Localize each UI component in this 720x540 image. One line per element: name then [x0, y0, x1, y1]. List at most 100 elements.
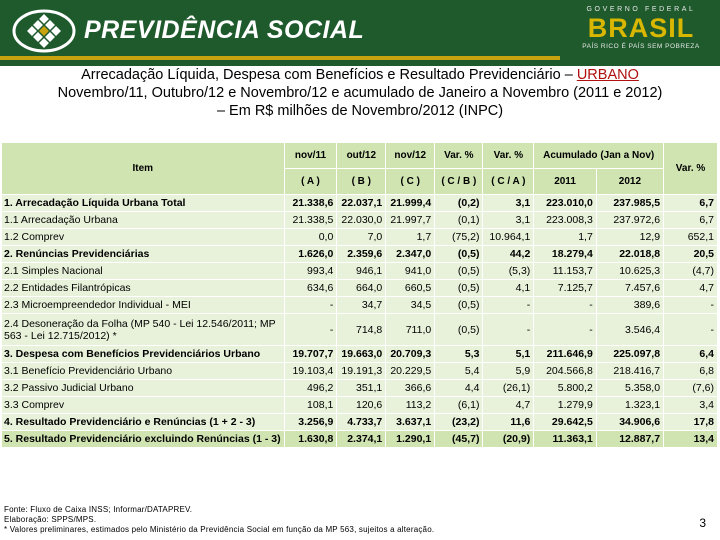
table-row: 1. Arrecadação Líquida Urbana Total 21.33… [2, 195, 717, 211]
row-value-cell: 20.709,3 [386, 346, 435, 362]
row-value-cell: - [664, 297, 717, 313]
row-value-cell: 34.906,6 [596, 414, 664, 430]
row-value-cell: 496,2 [284, 380, 337, 396]
table-row: 3. Despesa com Benefícios Previdenciário… [2, 346, 717, 362]
row-value-cell: 29.642,5 [534, 414, 596, 430]
row-value-cell: - [534, 314, 596, 345]
table-row: 1.1 Arrecadação Urbana 21.338,5 22.030,0 21… [2, 212, 717, 228]
row-value-cell: 22.037,1 [337, 195, 386, 211]
row-value-cell: 6,7 [664, 195, 717, 211]
gov-brasil-text: BRASIL [587, 13, 695, 43]
row-value-cell: 34,5 [386, 297, 435, 313]
table-row: 2. Renúncias Previdenciárias 1.626,0 2.359… [2, 246, 717, 262]
row-value-cell: 4,7 [483, 397, 534, 413]
table-body: 1. Arrecadação Líquida Urbana Total 21.33… [2, 195, 717, 447]
row-value-cell: 237.972,6 [596, 212, 664, 228]
row-value-cell: 714,8 [337, 314, 386, 345]
header-sub-b: ( B ) [337, 169, 386, 194]
row-value-cell: - [483, 314, 534, 345]
row-value-cell: 5.800,2 [534, 380, 596, 396]
footnote-preliminary: * Valores preliminares, estimados pelo M… [4, 525, 435, 534]
header-sub-cb: ( C / B ) [435, 169, 483, 194]
row-value-cell: 1,7 [386, 229, 435, 245]
row-value-cell: (26,1) [483, 380, 534, 396]
row-value-cell: 4,1 [483, 280, 534, 296]
row-value-cell: 3.637,1 [386, 414, 435, 430]
row-value-cell: 389,6 [596, 297, 664, 313]
governo-federal-logo: GOVERNO FEDERAL BRASIL PAÍS RICO É PAÍS … [568, 6, 714, 60]
table-row: 3.3 Comprev 108,1 120,6 113,2 (6,1) 4,7 1.279,… [2, 397, 717, 413]
row-value-cell: 211.646,9 [534, 346, 596, 362]
row-value-cell: 3.256,9 [284, 414, 337, 430]
header-var-ca: Var. % [483, 143, 534, 168]
row-value-cell: 2.347,0 [386, 246, 435, 262]
row-value-cell: 10.625,3 [596, 263, 664, 279]
row-value-cell: - [534, 297, 596, 313]
row-value-cell: (4,7) [664, 263, 717, 279]
row-item-label: 3.2 Passivo Judicial Urbano [2, 380, 284, 396]
row-item-label: 2. Renúncias Previdenciárias [2, 246, 284, 262]
row-value-cell: 11.363,1 [534, 431, 596, 447]
header-sub-a: ( A ) [284, 169, 337, 194]
row-value-cell: 225.097,8 [596, 346, 664, 362]
row-item-label: 1.2 Comprev [2, 229, 284, 245]
row-value-cell: 6,8 [664, 363, 717, 379]
row-value-cell: 204.566,8 [534, 363, 596, 379]
table-row: 3.2 Passivo Judicial Urbano 496,2 351,1 366… [2, 380, 717, 396]
row-value-cell: 218.416,7 [596, 363, 664, 379]
row-item-label: 5. Resultado Previdenciário excluindo Re… [2, 431, 284, 447]
row-value-cell: 660,5 [386, 280, 435, 296]
row-value-cell: 664,0 [337, 280, 386, 296]
row-value-cell: (0,5) [435, 297, 483, 313]
title-line-1-text: Arrecadação Líquida, Despesa com Benefíc… [81, 67, 577, 83]
footnote-source: Fonte: Fluxo de Caixa INSS; Informar/DAT… [4, 505, 193, 514]
header-sub-c: ( C ) [386, 169, 435, 194]
row-value-cell: 20.229,5 [386, 363, 435, 379]
header-year-2012: 2012 [596, 169, 664, 194]
row-value-cell: 113,2 [386, 397, 435, 413]
page-number: 3 [699, 516, 706, 530]
row-value-cell: 1,7 [534, 229, 596, 245]
row-value-cell: 1.290,1 [386, 431, 435, 447]
data-table: Item nov/11 out/12 nov/12 Var. % Var. % … [1, 142, 718, 448]
header-item: Item [2, 143, 284, 194]
table-row: 2.2 Entidades Filantrópicas 634,6 664,0 660… [2, 280, 717, 296]
previdencia-logo-icon [12, 9, 76, 53]
row-value-cell: 17,8 [664, 414, 717, 430]
row-value-cell: 634,6 [284, 280, 337, 296]
row-item-label: 3.1 Benefício Previdenciário Urbano [2, 363, 284, 379]
row-value-cell: 21.997,7 [386, 212, 435, 228]
row-value-cell: (0,5) [435, 263, 483, 279]
row-value-cell: 4,7 [664, 280, 717, 296]
row-value-cell: 1.279,9 [534, 397, 596, 413]
row-value-cell: 19.663,0 [337, 346, 386, 362]
row-value-cell: - [664, 314, 717, 345]
page-title: Arrecadação Líquida, Despesa com Benefíc… [0, 66, 720, 120]
header-var-cb: Var. % [435, 143, 483, 168]
row-value-cell: 5,3 [435, 346, 483, 362]
row-value-cell: 11.153,7 [534, 263, 596, 279]
row-value-cell: 3.546,4 [596, 314, 664, 345]
title-line-1: Arrecadação Líquida, Despesa com Benefíc… [0, 66, 720, 84]
header-stripe [0, 56, 560, 60]
row-value-cell: 12.887,7 [596, 431, 664, 447]
row-value-cell: - [284, 314, 337, 345]
row-value-cell: 1.630,8 [284, 431, 337, 447]
title-line-3: – Em R$ milhões de Novembro/2012 (INPC) [216, 103, 504, 119]
row-value-cell: - [284, 297, 337, 313]
row-item-label: 2.1 Simples Nacional [2, 263, 284, 279]
row-value-cell: 18.279,4 [534, 246, 596, 262]
row-value-cell: 993,4 [284, 263, 337, 279]
row-value-cell: (23,2) [435, 414, 483, 430]
row-value-cell: 711,0 [386, 314, 435, 345]
row-value-cell: 22.030,0 [337, 212, 386, 228]
table-row: 1.2 Comprev 0,0 7,0 1,7 (75,2) 10.964,1 1,7 12,… [2, 229, 717, 245]
row-item-label: 3. Despesa com Benefícios Previdenciário… [2, 346, 284, 362]
row-value-cell: 366,6 [386, 380, 435, 396]
row-value-cell: 10.964,1 [483, 229, 534, 245]
row-value-cell: 6,7 [664, 212, 717, 228]
row-value-cell: 7.125,7 [534, 280, 596, 296]
row-value-cell: 5,4 [435, 363, 483, 379]
row-item-label: 2.3 Microempreendedor Individual - MEI [2, 297, 284, 313]
row-value-cell: 237.985,5 [596, 195, 664, 211]
